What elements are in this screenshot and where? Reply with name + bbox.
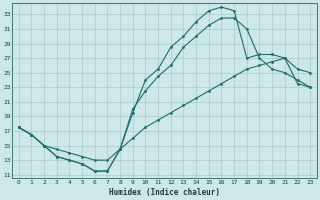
X-axis label: Humidex (Indice chaleur): Humidex (Indice chaleur)	[109, 188, 220, 197]
